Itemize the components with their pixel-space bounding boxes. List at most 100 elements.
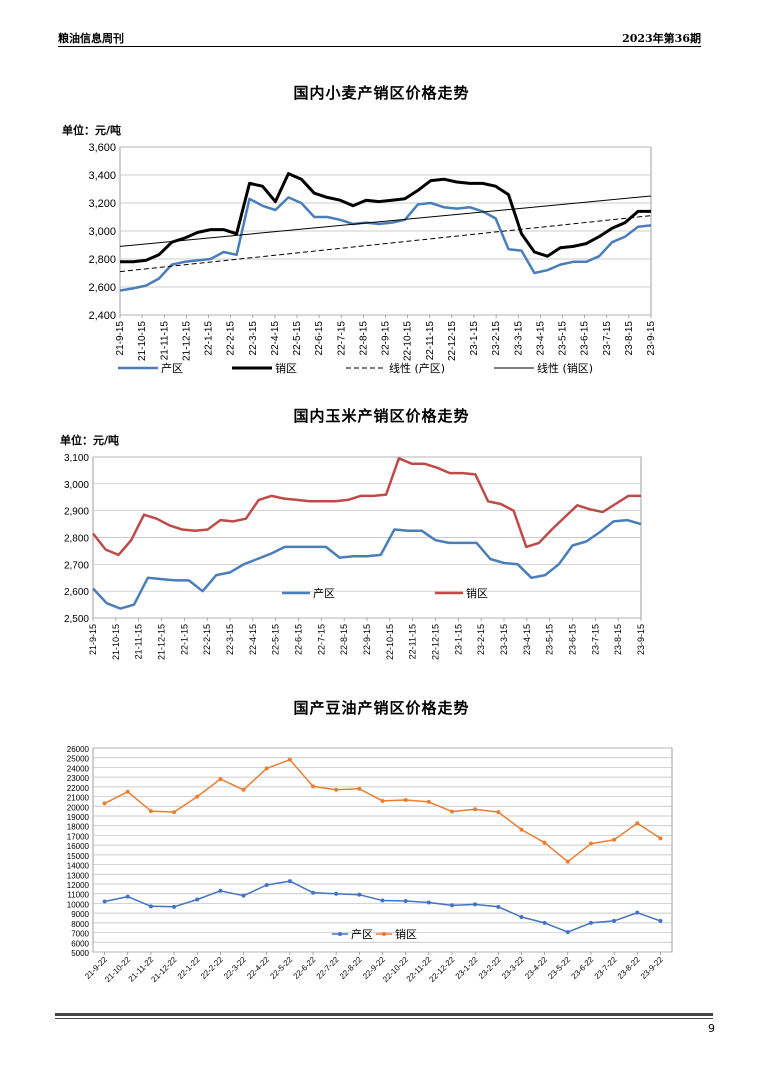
chart-0-x-tick-label: 22-8-15	[358, 321, 369, 356]
chart-1-legend-label-0: 产区	[313, 586, 335, 600]
chart-2-series-0-point	[218, 888, 223, 893]
chart-2-legend-marker-0	[338, 932, 342, 936]
page-number: 9	[708, 1022, 715, 1035]
chart-0-y-tick-label: 3,400	[88, 170, 116, 182]
chart-1-x-tick-label: 22-5-15	[271, 624, 281, 655]
chart-2-series-0-point	[635, 910, 640, 915]
chart-0-y-tick-label: 2,800	[88, 254, 116, 266]
chart-2-y-tick-label: 18000	[67, 823, 90, 832]
chart-1-x-tick-label: 23-3-15	[499, 624, 509, 655]
chart-0-x-tick-label: 23-8-15	[624, 321, 635, 356]
chart-1-x-tick-label: 21-11-15	[134, 624, 144, 659]
chart-2-y-tick-label: 13000	[67, 871, 90, 880]
chart-2-series-1-point	[519, 827, 524, 832]
chart-2-x-tick-label: 23-6-22	[569, 955, 595, 981]
chart-2-y-tick-label: 19000	[67, 813, 90, 822]
chart-0-x-tick-label: 22-5-15	[292, 321, 303, 356]
chart-0-x-tick-label: 23-3-15	[513, 321, 524, 356]
chart-0-x-tick-label: 23-5-15	[558, 321, 569, 356]
chart-1-x-tick-label: 21-10-15	[111, 624, 121, 660]
chart-2-series-0-point	[403, 899, 408, 903]
chart-0-x-tick-label: 23-2-15	[491, 321, 502, 356]
chart-2-series-0-point	[565, 930, 570, 935]
chart-2-series-0-point	[542, 920, 547, 925]
chart-2-x-tick-label: 22-8-22	[338, 955, 364, 981]
footer-rule-thick	[55, 1013, 713, 1016]
chart-2-series-0-point	[473, 902, 478, 907]
chart-1-x-tick-label: 23-1-15	[453, 624, 463, 655]
chart-1-x-tick-label: 21-12-15	[157, 624, 167, 660]
chart-2-x-tick-label: 23-2-22	[477, 955, 503, 981]
chart-0-x-tick-label: 21-9-15	[115, 321, 126, 356]
chart-2-legend-label-1: 销区	[395, 927, 417, 941]
chart-2-y-tick-label: 23000	[67, 774, 90, 783]
chart-2-x-tick-label: 22-5-22	[268, 955, 294, 981]
chart-2-series-0-point	[357, 892, 362, 897]
chart-2-x-tick-label: 22-12-22	[427, 955, 456, 984]
chart-0-y-tick-label: 3,000	[88, 226, 116, 238]
chart-2-series-0-point	[449, 903, 454, 908]
chart-1-y-tick-label: 3,000	[64, 480, 89, 491]
chart-2-series-1-point	[635, 821, 640, 826]
chart-0-x-tick-label: 23-7-15	[602, 321, 613, 356]
chart-2-series-1-line	[104, 758, 661, 863]
chart-0-x-tick-label: 21-10-15	[137, 321, 148, 361]
chart-2-y-tick-label: 20000	[67, 803, 90, 812]
chart-2-series-1-point	[426, 799, 431, 804]
chart-1-x-tick-label: 22-10-15	[385, 624, 395, 660]
chart-2-series-0-point	[612, 918, 617, 923]
chart-2-x-tick-label: 22-3-22	[222, 955, 248, 981]
wheat-chart-title: 国内小麦产销区价格走势	[293, 84, 470, 102]
chart-2-series-1-point	[241, 787, 246, 792]
chart-2-series-1-point	[449, 809, 454, 814]
chart-2-y-tick-label: 25000	[67, 755, 90, 764]
chart-2-y-tick-label: 15000	[67, 852, 90, 861]
chart-2-y-tick-label: 6000	[71, 939, 89, 948]
chart-2-series-0-point	[588, 920, 593, 925]
chart-2-x-tick-label: 23-4-22	[523, 955, 549, 981]
corn-chart-title: 国内玉米产销区价格走势	[293, 407, 470, 425]
chart-2-series-1-point	[496, 810, 501, 815]
chart-1-y-tick-label: 2,700	[64, 560, 89, 571]
chart-1-series-0-line	[92, 518, 642, 610]
chart-2-y-tick-label: 14000	[67, 862, 90, 871]
chart-2-x-tick-label: 23-7-22	[593, 955, 619, 981]
chart-2-series-1-point	[195, 794, 200, 799]
chart-0-y-tick-label: 2,400	[88, 310, 116, 322]
chart-0-series-3-line	[119, 195, 652, 247]
chart-2-y-tick-label: 11000	[67, 891, 89, 900]
chart-2-y-tick-label: 21000	[67, 794, 90, 803]
chart-1-x-tick-label: 22-11-15	[408, 624, 418, 659]
chart-0-x-tick-label: 22-12-15	[447, 321, 458, 361]
chart-0-y-tick-label: 3,600	[88, 142, 116, 154]
chart-2-series-1-point	[102, 801, 107, 806]
chart-2-series-1-point	[172, 810, 177, 815]
chart-1-legend-label-1: 销区	[466, 586, 488, 600]
chart-2-y-tick-label: 26000	[67, 745, 90, 754]
chart-2-series-0-point	[172, 904, 177, 909]
chart-2-series-1-point	[403, 797, 408, 802]
chart-0-x-tick-label: 22-4-15	[270, 321, 281, 356]
chart-2-series-0-point	[311, 890, 316, 895]
chart-0-x-tick-label: 22-10-15	[403, 321, 414, 361]
chart-2-series-1-point	[380, 798, 385, 803]
chart-2-series-0-point	[519, 915, 524, 920]
chart-2-series-1-point	[473, 807, 478, 812]
chart-1-x-tick-label: 23-9-15	[636, 624, 646, 655]
chart-1-x-tick-label: 22-9-15	[362, 624, 372, 655]
chart-1-x-tick-label: 23-5-15	[545, 624, 555, 655]
page-header: 粮油信息周刊 2023年第36期	[58, 28, 701, 47]
chart-2-y-tick-label: 24000	[67, 764, 90, 773]
chart-2-x-tick-label: 23-3-22	[500, 955, 526, 981]
chart-1-x-tick-label: 22-8-15	[339, 624, 349, 655]
chart-0-x-tick-label: 22-3-15	[248, 321, 259, 356]
chart-0-x-tick-label: 21-11-15	[159, 321, 170, 361]
chart-1-x-tick-label: 22-2-15	[202, 624, 212, 655]
chart-2-x-tick-label: 22-7-22	[315, 955, 341, 981]
chart-0-series-2-line	[119, 215, 652, 273]
chart-2-y-tick-label: 16000	[67, 842, 90, 851]
chart-0-legend-label-2: 线性 (产区)	[389, 361, 445, 375]
chart-2-series-1-point	[612, 837, 617, 842]
chart-2-series-1-point	[334, 787, 339, 792]
chart-0-y-tick-label: 3,200	[88, 198, 116, 210]
